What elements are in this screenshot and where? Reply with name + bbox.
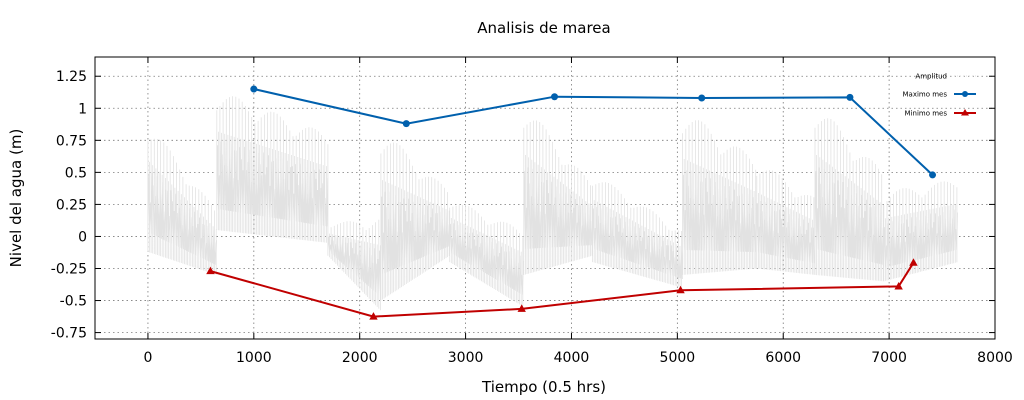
x-tick-label: 5000 (660, 350, 696, 366)
x-tick-label: 8000 (977, 350, 1013, 366)
data-point-maximo-mes (250, 85, 258, 93)
data-point-minimo-mes (909, 258, 918, 266)
legend-label: Minimo mes (905, 110, 948, 118)
data-point-minimo-mes (676, 285, 685, 294)
grid-lines (95, 57, 996, 339)
data-point-maximo-mes (846, 93, 854, 101)
x-tick-label: 2000 (342, 350, 378, 366)
series-line-minimo-mes (210, 262, 915, 318)
y-tick-label: -0.5 (60, 294, 87, 310)
legend-marker (962, 91, 968, 97)
legend: Amplitud Maximo mes Minimo mes (902, 73, 976, 118)
x-tick-label: 3000 (448, 350, 484, 366)
series-line-maximo-mes (253, 88, 934, 176)
x-axis-title: Tiempo (0.5 hrs) (481, 378, 606, 396)
legend-label: Maximo mes (902, 91, 947, 99)
data-point-maximo-mes (402, 120, 410, 128)
y-tick-label: 0.75 (56, 133, 87, 149)
series-lines (206, 85, 937, 320)
data-point-maximo-mes (929, 171, 937, 179)
x-tick-label: 4000 (554, 350, 590, 366)
data-point-maximo-mes (698, 94, 706, 102)
y-tick-label: 1.25 (56, 69, 87, 85)
series-amplitud (147, 96, 958, 311)
chart-title: Analisis de marea (477, 19, 610, 37)
data-point-minimo-mes (894, 281, 903, 290)
x-tick-label: 7000 (871, 350, 907, 366)
y-tick-label: 1 (78, 101, 87, 117)
y-axis-title: Nivel del agua (m) (7, 129, 25, 268)
y-tick-label: -0.75 (51, 326, 87, 342)
amplitud-trace (147, 96, 958, 311)
legend-label: Amplitud (915, 73, 947, 81)
y-tick-label: 0.5 (65, 165, 87, 181)
x-tick-label: 6000 (765, 350, 801, 366)
data-point-maximo-mes (551, 93, 559, 101)
y-tick-label: -0.25 (51, 262, 87, 278)
data-point-minimo-mes (517, 304, 526, 312)
data-point-minimo-mes (206, 266, 215, 275)
y-tick-label: 0 (78, 229, 87, 245)
x-tick-label: 1000 (236, 350, 272, 366)
data-point-minimo-mes (369, 312, 378, 320)
axis-ticks: 0 1000 2000 3000 4000 5000 6000 7000 8000 -0.75 -0… (51, 57, 1013, 366)
y-tick-label: 0.25 (56, 197, 87, 213)
x-tick-label: 0 (143, 350, 152, 366)
plot-frame (94, 56, 996, 340)
legend-marker (961, 109, 969, 116)
